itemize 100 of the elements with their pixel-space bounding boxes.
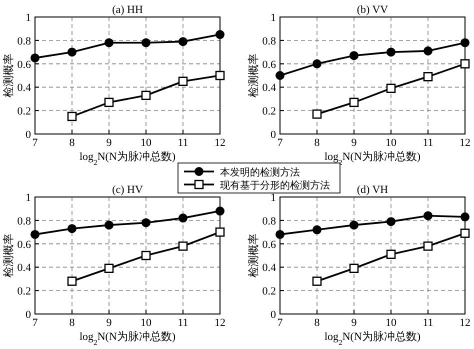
y-tick-label: 1	[270, 12, 276, 24]
x-axis-title: log$_{2}$N(N为脉冲总数)	[79, 330, 176, 346]
x-axis-title: log$_{2}$N(N为脉冲总数)	[79, 150, 176, 166]
point	[68, 224, 76, 234]
point	[349, 264, 359, 274]
y-tick-label: 1	[26, 192, 31, 204]
point	[312, 225, 322, 234]
x-tick-label: 11	[422, 137, 434, 149]
y-tick-label: 0.4	[262, 262, 276, 274]
y-tick-label: 0.6	[262, 238, 276, 251]
point	[312, 59, 322, 68]
point	[215, 70, 225, 80]
y-tick-label: 1	[270, 192, 276, 204]
point	[350, 220, 358, 230]
x-tick-label: 8	[69, 317, 76, 329]
legend-label: 现有基于分形的检测方法	[220, 180, 330, 192]
point	[141, 90, 151, 100]
x-tick-label: 11	[178, 137, 188, 149]
chart-title: (d) VH	[356, 184, 388, 196]
point	[460, 212, 470, 222]
x-tick-label: 7	[277, 317, 284, 329]
y-tick-label: 0.4	[17, 262, 32, 274]
y-tick-label: 0.2	[17, 286, 31, 298]
y-tick-label: 0.4	[17, 82, 32, 94]
point	[67, 276, 77, 286]
x-tick-label: 8	[314, 137, 320, 149]
x-tick-label: 12	[460, 317, 470, 329]
y-axis-title: 检测概率	[2, 234, 15, 278]
point	[178, 37, 188, 46]
y-axis-title: 检测概率	[2, 54, 15, 98]
x-tick-label: 9	[106, 137, 112, 149]
x-tick-label: 11	[422, 317, 434, 329]
legend-label: 本发明的检测方法	[220, 166, 300, 178]
x-tick-label: 7	[32, 137, 38, 149]
x-tick-label: 8	[69, 137, 76, 149]
point	[215, 227, 225, 237]
x-tick-label: 10	[140, 317, 152, 329]
y-tick-label: 0.8	[262, 215, 276, 228]
point	[104, 98, 114, 108]
y-tick-label: 0.6	[262, 58, 276, 71]
x-tick-label: 12	[214, 317, 226, 329]
point	[178, 76, 188, 86]
point	[104, 220, 114, 230]
point	[67, 112, 77, 122]
y-tick-label: 0	[26, 309, 32, 321]
point	[386, 217, 396, 226]
point	[142, 218, 150, 228]
point	[460, 228, 470, 238]
chart-title: (b) VV	[356, 4, 388, 16]
point	[460, 59, 470, 68]
y-tick-label: 0.8	[17, 215, 32, 228]
point	[423, 241, 433, 251]
x-tick-label: 12	[214, 137, 226, 149]
x-tick-label: 10	[386, 317, 397, 329]
chart-title: (c) HV	[112, 184, 143, 196]
point	[386, 250, 396, 259]
point	[386, 84, 396, 94]
point	[423, 72, 433, 82]
y-axis-title: 检测概率	[247, 54, 260, 98]
x-tick-label: 7	[32, 317, 38, 329]
point	[424, 46, 432, 56]
y-axis-title: 检测概率	[247, 234, 260, 278]
point	[276, 230, 284, 239]
x-tick-label: 7	[277, 137, 284, 149]
point	[349, 98, 359, 108]
point	[350, 51, 358, 60]
x-tick-label: 9	[351, 137, 358, 149]
point	[312, 109, 322, 119]
point	[104, 264, 114, 274]
y-tick-label: 0.2	[262, 106, 276, 118]
x-axis-title: log$_{2}$N(N为脉冲总数)	[324, 330, 421, 346]
y-tick-label: 0.8	[17, 35, 32, 48]
y-tick-label: 0.6	[17, 238, 32, 251]
point	[312, 276, 322, 286]
y-tick-label: 0	[270, 129, 276, 141]
point	[142, 38, 150, 48]
point	[386, 48, 396, 57]
x-tick-label: 8	[314, 317, 320, 329]
x-tick-label: 12	[460, 137, 470, 149]
point	[30, 230, 40, 239]
y-tick-label: 0.2	[17, 106, 31, 118]
point	[178, 214, 188, 223]
point	[424, 211, 432, 220]
y-tick-label: 0	[270, 309, 276, 321]
point	[216, 206, 224, 216]
x-tick-label: 11	[178, 317, 188, 329]
chart-title: (a) HH	[112, 4, 143, 16]
point	[30, 53, 40, 62]
point	[216, 30, 224, 40]
y-tick-label: 0.2	[262, 286, 276, 298]
point	[141, 250, 151, 260]
y-tick-label: 0	[26, 129, 32, 141]
x-tick-label: 10	[140, 137, 152, 149]
y-tick-label: 0.6	[17, 58, 32, 71]
point	[68, 48, 76, 57]
point	[104, 38, 114, 48]
point	[276, 71, 284, 80]
y-tick-label: 0.4	[262, 82, 276, 94]
y-tick-label: 1	[26, 12, 31, 24]
point	[178, 241, 188, 251]
